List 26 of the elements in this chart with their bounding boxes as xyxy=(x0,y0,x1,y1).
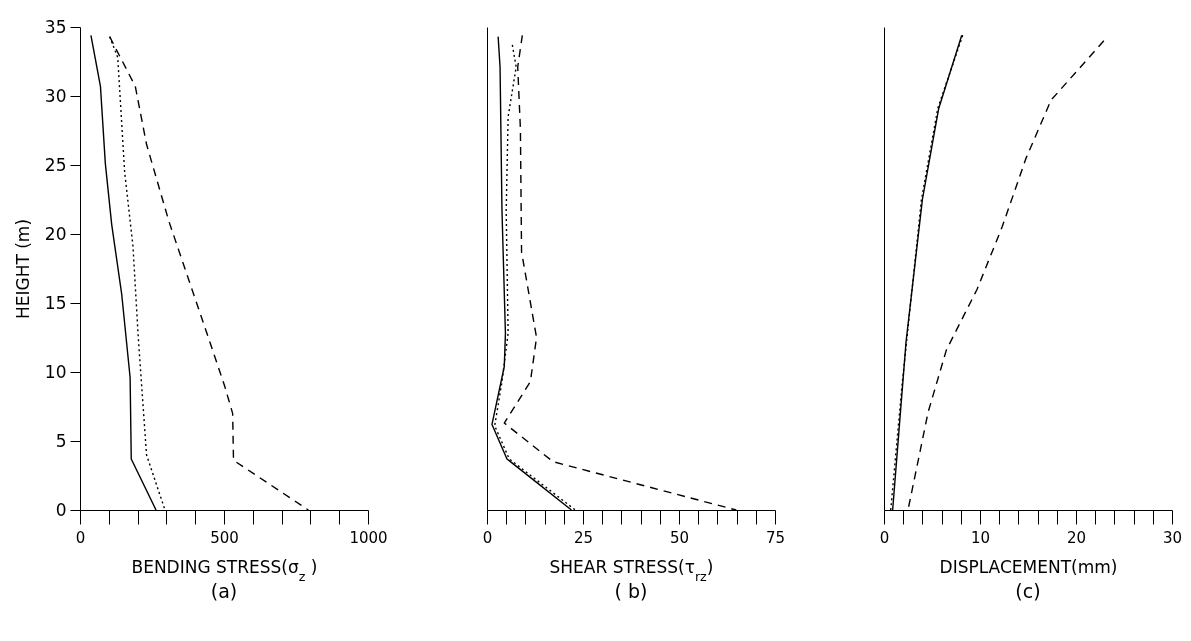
y-tick-label: 0 xyxy=(55,499,67,520)
x-tick-label: 50 xyxy=(669,528,690,547)
y-tick-label: 20 xyxy=(44,223,67,244)
x-axis-title: BENDING STRESS(σ$_{z}$ ) xyxy=(131,556,318,583)
y-tick-label: 5 xyxy=(55,430,67,451)
y-tick-label: 25 xyxy=(44,154,67,175)
x-tick-label: 30 xyxy=(1162,528,1183,547)
x-tick-label: 0 xyxy=(482,528,493,547)
x-tick-label: 500 xyxy=(210,528,239,547)
y-tick-label: 10 xyxy=(44,361,67,382)
x-tick-label: 1000 xyxy=(349,528,388,547)
x-tick-label: 0 xyxy=(879,528,890,547)
y-tick-label: 15 xyxy=(44,292,67,313)
y-axis-title: HEIGHT (m) xyxy=(12,218,33,320)
text: ( b) xyxy=(614,580,648,602)
x-tick-label: 0 xyxy=(75,528,86,547)
x-axis-title: DISPLACEMENT(mm) xyxy=(939,556,1118,577)
x-axis-title: SHEAR STRESS(τ$_{rz}$) xyxy=(549,556,714,583)
y-tick-label: 35 xyxy=(44,16,67,37)
text: (a) xyxy=(210,580,238,602)
x-tick-label: 25 xyxy=(573,528,594,547)
x-tick-label: 75 xyxy=(765,528,786,547)
x-tick-label: 10 xyxy=(970,528,991,547)
x-tick-label: 20 xyxy=(1066,528,1087,547)
y-tick-label: 30 xyxy=(44,85,67,106)
text: (c) xyxy=(1015,580,1041,602)
